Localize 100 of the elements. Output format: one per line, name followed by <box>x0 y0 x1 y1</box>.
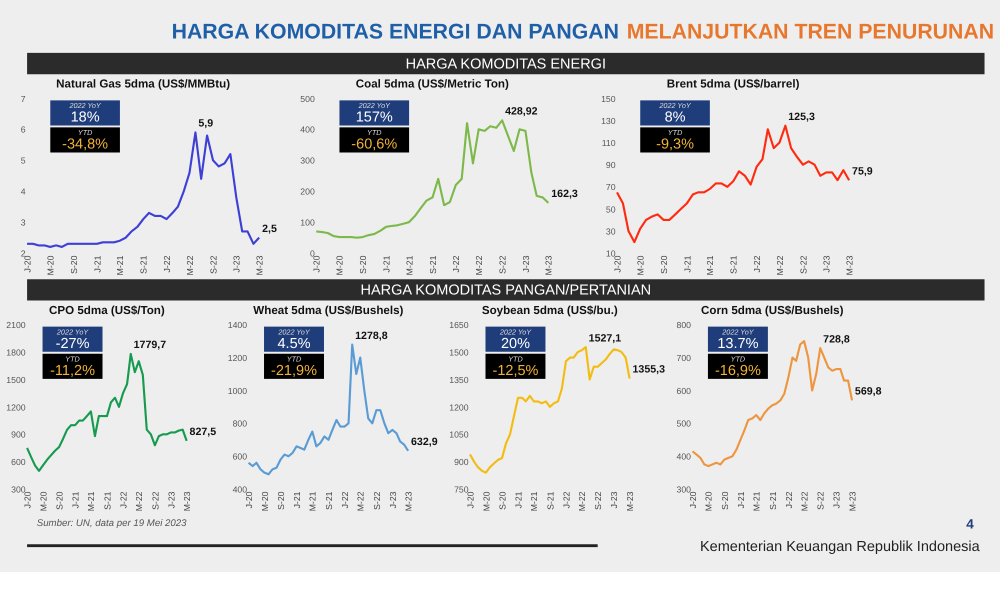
x-tick-label: M-21 <box>86 491 96 512</box>
y-tick-label: 90 <box>606 160 616 170</box>
x-tick-label: J-22 <box>340 491 350 508</box>
x-tick-label: J-22 <box>784 491 794 508</box>
line-series <box>26 352 188 472</box>
annotation: 125,3 <box>788 110 815 123</box>
x-tick-label: S-20 <box>358 255 368 274</box>
x-tick-label: M-22 <box>184 255 195 276</box>
y-tick-label: 5 <box>20 156 26 166</box>
x-tick-label: J-23 <box>232 255 242 272</box>
annotation: 1779,7 <box>134 339 166 352</box>
y-tick-label: 1350 <box>449 374 469 385</box>
x-tick-label: S-20 <box>658 255 669 274</box>
y-tick-label: 700 <box>676 352 692 363</box>
x-tick-label: S-22 <box>593 491 604 510</box>
annotation: 20% <box>500 336 530 352</box>
chart-title: Wheat 5dma (US$/Bushels) <box>253 304 404 318</box>
annotation: -27% <box>56 336 90 352</box>
text: HARGA KOMODITAS ENERGI DAN PANGAN <box>172 19 619 44</box>
y-tick-label: 30 <box>606 226 616 236</box>
chart-title: Brent 5dma (US$/barrel) <box>666 78 800 91</box>
x-tick-label: M-22 <box>474 255 484 276</box>
annotation: -60,6% <box>351 136 398 153</box>
y-tick-label: 800 <box>232 418 248 429</box>
x-tick-label: J-23 <box>520 255 531 272</box>
x-tick-label: M-22 <box>800 491 810 512</box>
y-tick-label: 130 <box>601 116 616 126</box>
y-tick-label: 400 <box>300 124 315 135</box>
y-tick-label: 100 <box>300 218 315 228</box>
x-tick-label: M-20 <box>704 491 714 512</box>
y-tick-label: 800 <box>676 320 692 330</box>
annotation: -21,9% <box>271 362 318 379</box>
annotation: 1278,8 <box>355 330 388 342</box>
text: HARGA KOMODITAS PANGAN/PERTANIAN <box>360 282 652 299</box>
x-tick-label: S-22 <box>150 491 160 510</box>
x-tick-label: S-22 <box>798 255 808 274</box>
chart-title: Corn 5dma (US$/Bushels) <box>701 304 844 318</box>
y-tick-label: 1200 <box>6 402 26 412</box>
annotation: 18% <box>70 110 100 126</box>
x-tick-label: J-23 <box>832 491 842 508</box>
y-tick-label: 2100 <box>6 320 26 330</box>
chart-title: Soybean 5dma (US$/bu.) <box>482 304 618 318</box>
y-tick-label: 3 <box>20 218 26 228</box>
y-tick-label: 1800 <box>6 347 26 358</box>
x-tick-label: J-21 <box>70 491 80 508</box>
y-tick-label: 6 <box>20 124 26 135</box>
annotation: -34,8% <box>62 136 108 153</box>
y-tick-label: 1650 <box>449 320 469 330</box>
y-tick-label: 1500 <box>6 374 26 385</box>
x-tick-label: S-21 <box>428 255 438 274</box>
annotation: 8% <box>664 110 686 126</box>
chart-title: Natural Gas 5dma (US$/MMBtu) <box>56 78 230 91</box>
x-tick-label: M-23 <box>182 491 192 512</box>
y-tick-label: 600 <box>676 386 692 396</box>
x-tick-label: S-22 <box>372 491 382 510</box>
text: 4 <box>966 516 974 532</box>
y-tick-label: 70 <box>606 182 616 192</box>
x-tick-label: J-21 <box>292 491 302 508</box>
x-tick-label: M-23 <box>254 255 265 276</box>
y-tick-label: 300 <box>300 156 315 166</box>
y-tick-label: 600 <box>232 452 248 462</box>
y-tick-label: 900 <box>11 430 26 440</box>
y-tick-label: 200 <box>300 186 315 197</box>
annotation: -11,2% <box>50 362 96 379</box>
x-tick-label: M-23 <box>844 255 855 276</box>
x-tick-label: J-23 <box>822 255 832 272</box>
y-tick-label: 1200 <box>449 402 469 412</box>
x-tick-label: J-23 <box>609 491 620 508</box>
text: MELANJUTKAN TREN PENURUNAN <box>626 19 994 44</box>
y-tick-label: 500 <box>300 94 315 104</box>
annotation: 75,9 <box>852 165 873 178</box>
x-tick-label: M-21 <box>705 255 716 276</box>
x-tick-label: M-21 <box>752 491 762 512</box>
x-tick-label: S-20 <box>69 255 80 274</box>
x-tick-label: M-22 <box>577 491 588 512</box>
x-tick-label: M-20 <box>46 255 56 276</box>
x-tick-label: J-22 <box>752 255 762 272</box>
x-tick-label: J-22 <box>162 255 172 272</box>
x-tick-label: S-21 <box>138 255 149 274</box>
x-tick-label: J-21 <box>513 491 524 508</box>
line-series <box>616 124 850 244</box>
x-tick-label: J-21 <box>381 255 392 272</box>
x-tick-label: M-21 <box>115 255 126 276</box>
annotation: 4.5% <box>277 336 311 352</box>
y-tick-label: 600 <box>11 457 26 468</box>
x-tick-label: M-20 <box>636 255 646 276</box>
x-tick-label: J-23 <box>388 491 398 508</box>
x-tick-label: M-20 <box>334 255 345 276</box>
x-tick-label: S-22 <box>498 255 508 274</box>
annotation: 632,9 <box>411 436 438 448</box>
annotation: 13.7% <box>717 336 759 352</box>
x-tick-label: S-21 <box>324 491 334 510</box>
x-tick-label: M-21 <box>308 491 318 512</box>
x-tick-label: S-21 <box>728 255 739 274</box>
y-tick-label: 50 <box>606 204 616 214</box>
x-tick-label: S-21 <box>545 491 556 510</box>
annotation: -9,3% <box>656 136 694 153</box>
x-tick-label: J-21 <box>92 255 102 272</box>
x-tick-label: M-22 <box>356 491 366 512</box>
annotation: 728,8 <box>823 333 850 346</box>
